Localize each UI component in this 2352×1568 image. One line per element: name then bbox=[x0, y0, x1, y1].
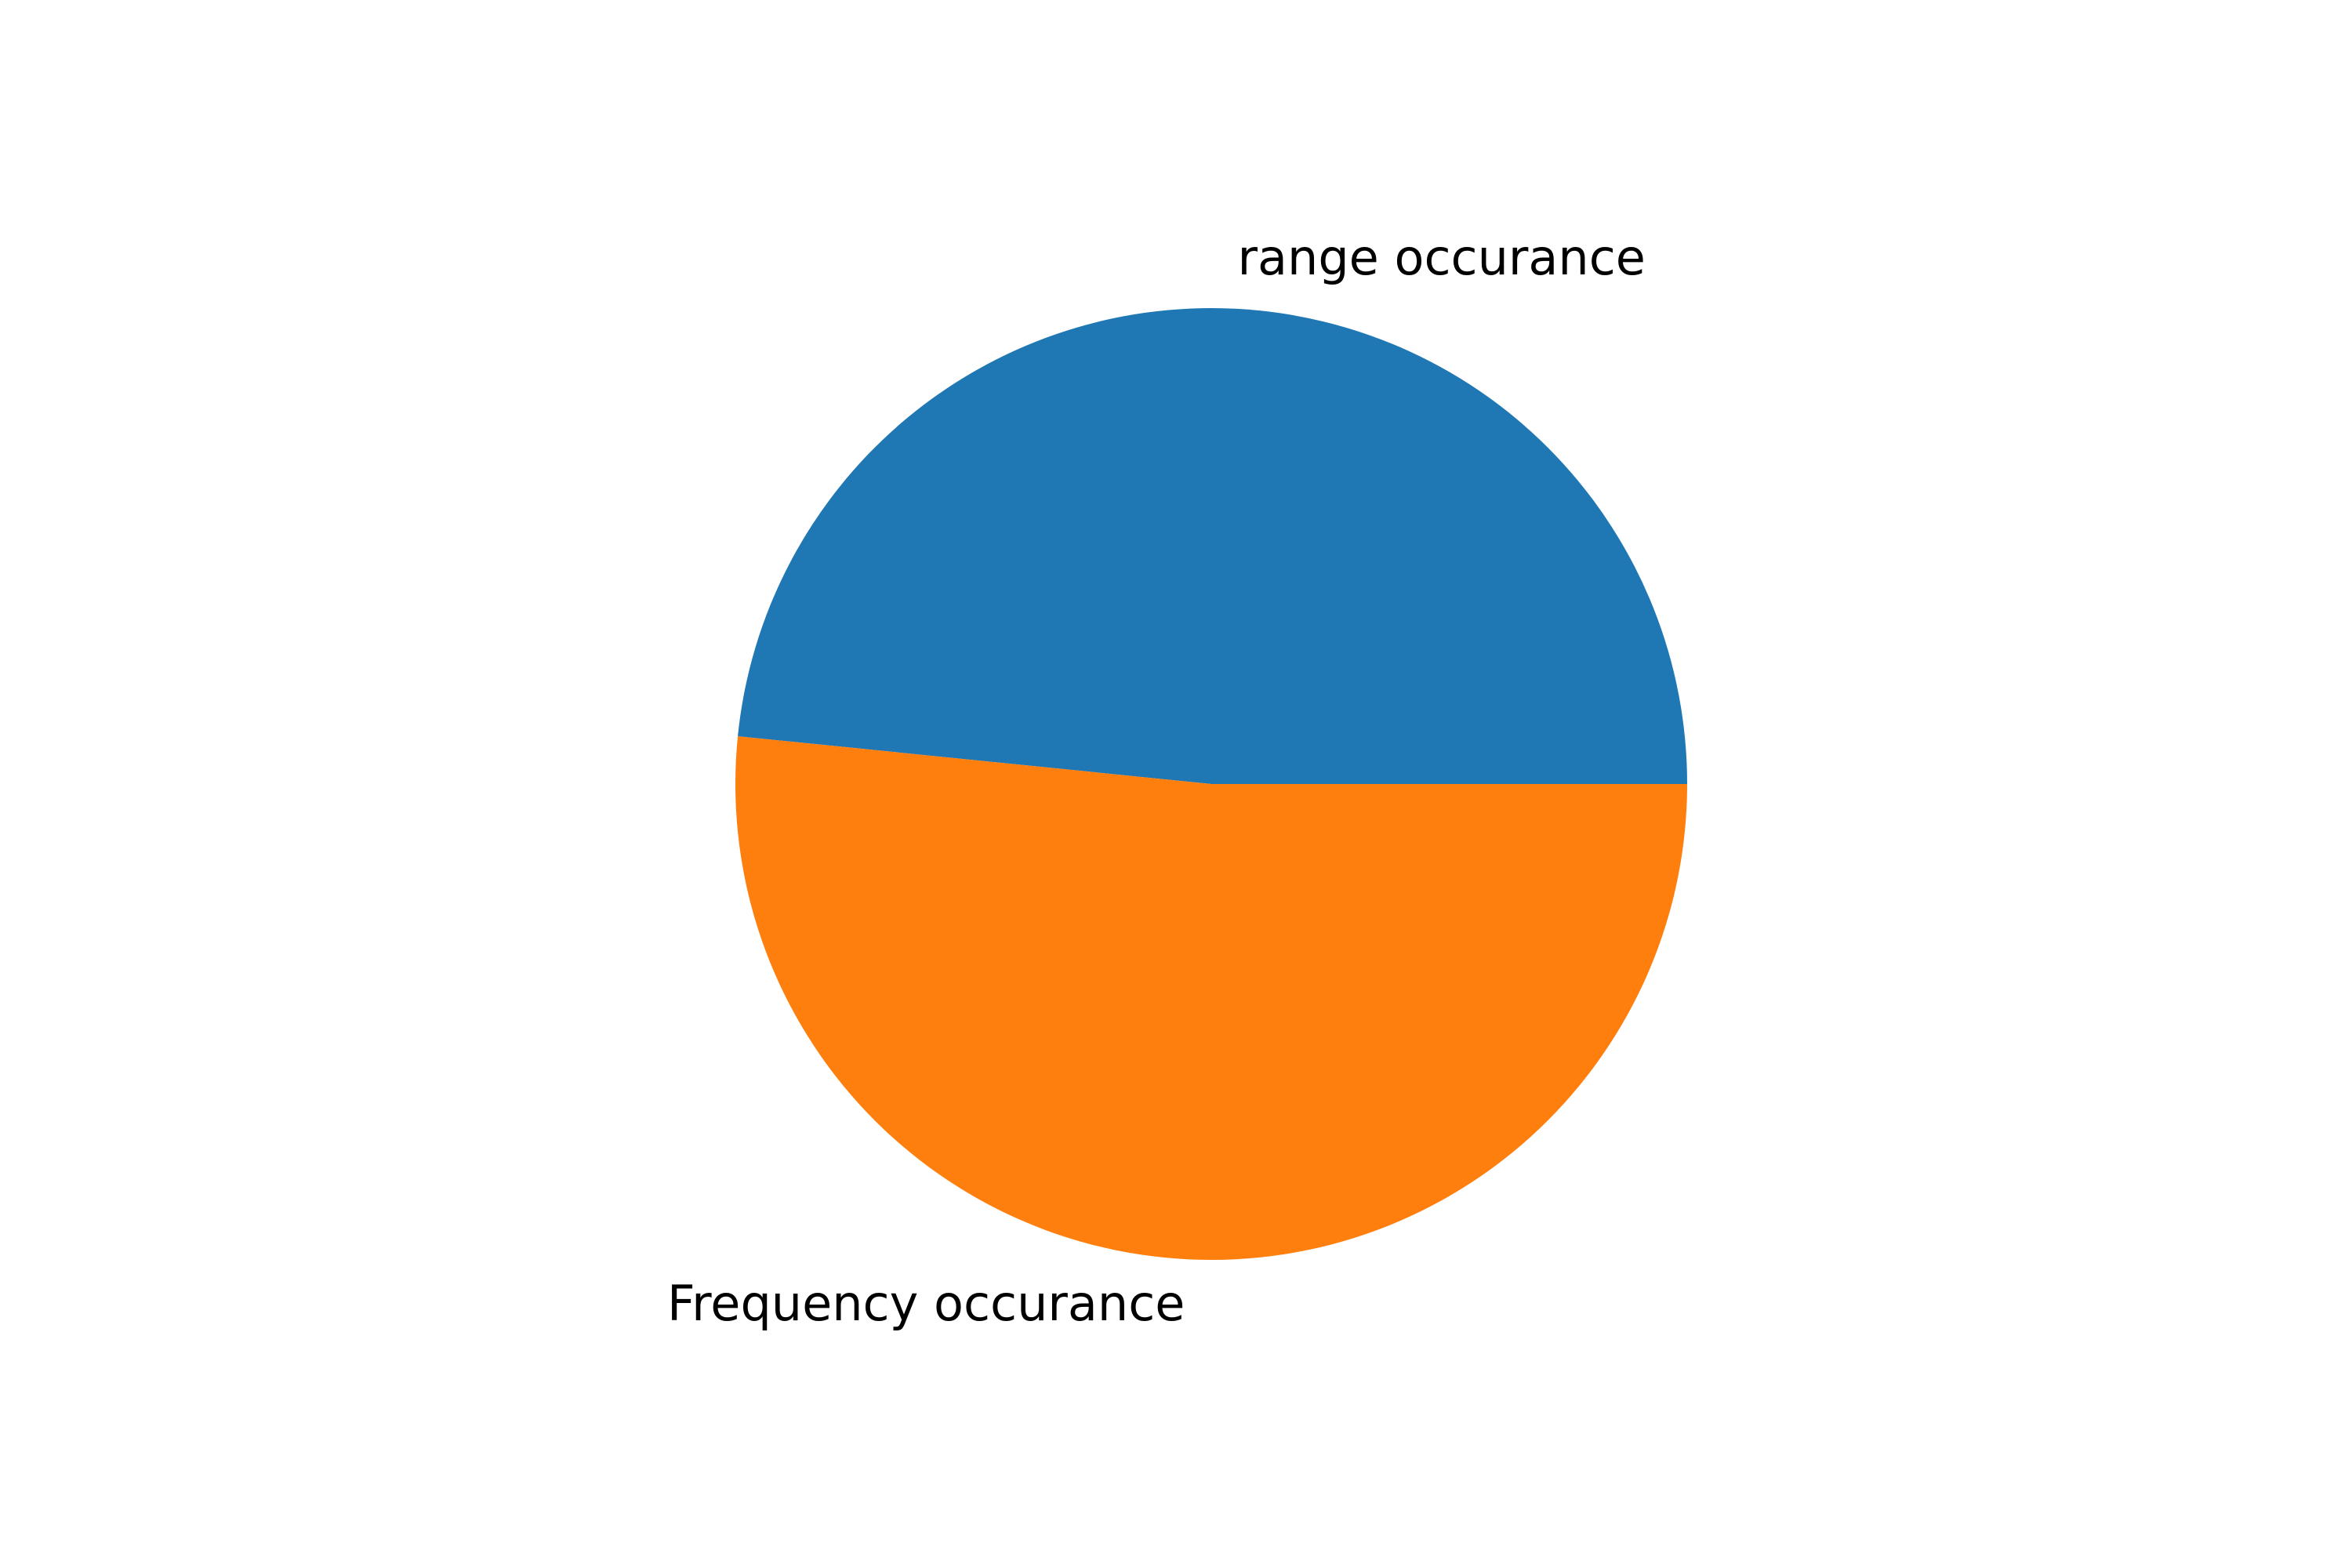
pie-slice-1 bbox=[738, 308, 1688, 785]
pie-labels: range occurance Frequency occurance bbox=[667, 229, 1646, 1332]
pie-slice-2 bbox=[735, 736, 1687, 1261]
pie-slices bbox=[735, 308, 1688, 1261]
pie-label-2: Frequency occurance bbox=[667, 1275, 1185, 1332]
pie-label-1: range occurance bbox=[1238, 229, 1646, 286]
